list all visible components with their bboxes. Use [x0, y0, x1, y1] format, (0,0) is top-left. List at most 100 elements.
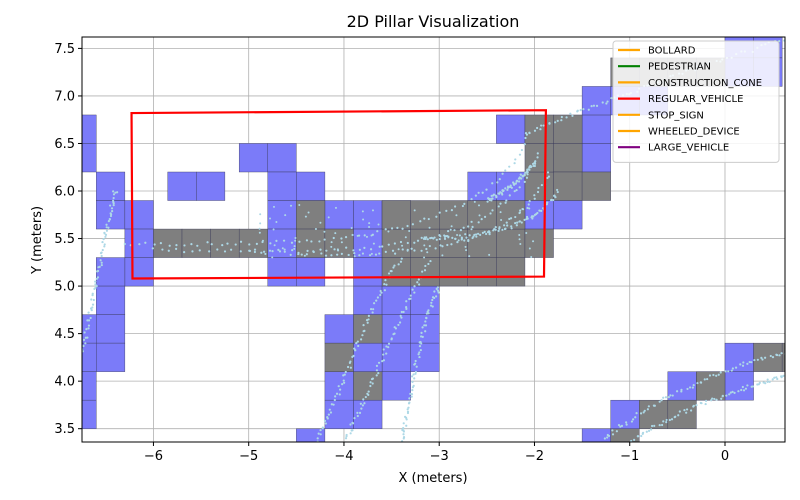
point-cloud-point: [504, 169, 507, 172]
point-cloud-point: [316, 437, 319, 440]
pillar-gray: [353, 371, 383, 401]
point-cloud-point: [281, 247, 284, 250]
point-cloud-point: [451, 236, 454, 239]
point-cloud-point: [387, 342, 391, 345]
point-cloud-point: [361, 252, 365, 255]
point-cloud-point: [595, 104, 599, 107]
point-cloud-point: [264, 252, 267, 256]
pillar-blue: [82, 114, 97, 144]
point-cloud-point: [514, 158, 517, 161]
point-cloud-point: [506, 188, 509, 191]
point-cloud-point: [517, 177, 521, 180]
point-cloud-point: [307, 211, 310, 214]
point-cloud-point: [468, 255, 471, 258]
point-cloud-point: [253, 248, 257, 251]
point-cloud-point: [477, 191, 480, 194]
point-cloud-point: [500, 192, 503, 195]
point-cloud-point: [319, 429, 322, 432]
point-cloud-point: [294, 239, 297, 242]
point-cloud-point: [740, 388, 743, 392]
point-cloud-point: [445, 209, 448, 212]
point-cloud-point: [706, 377, 709, 381]
point-cloud-point: [556, 119, 559, 122]
pillar-blue: [353, 342, 383, 372]
pillar-gray: [324, 342, 354, 372]
point-cloud-point: [342, 379, 345, 382]
point-cloud-point: [356, 414, 359, 418]
point-cloud-point: [508, 217, 511, 221]
pillar-blue: [296, 171, 326, 201]
pillar-gray: [153, 228, 183, 258]
point-cloud-point: [508, 194, 511, 197]
point-cloud-point: [415, 365, 418, 368]
pillar-gray: [553, 114, 583, 144]
point-cloud-point: [680, 388, 683, 391]
legend-label: PEDESTRIAN: [648, 62, 711, 73]
point-cloud-point: [509, 185, 512, 188]
point-cloud-point: [390, 337, 393, 340]
point-cloud-point: [532, 164, 535, 168]
point-cloud-point: [744, 387, 748, 390]
point-cloud-point: [90, 309, 93, 312]
point-cloud-point: [576, 109, 579, 112]
point-cloud-point: [364, 395, 367, 399]
point-cloud-point: [525, 215, 529, 219]
point-cloud-point: [690, 409, 693, 412]
pillar-blue: [82, 371, 97, 401]
point-cloud-point: [727, 370, 730, 373]
point-cloud-point: [261, 239, 264, 242]
point-cloud-point: [606, 433, 609, 437]
point-cloud-point: [778, 354, 781, 357]
pillar-gray: [753, 342, 783, 372]
point-cloud-point: [533, 197, 536, 200]
pillar-gray: [781, 342, 785, 372]
point-cloud-point: [304, 215, 307, 218]
point-cloud-point: [748, 360, 751, 364]
point-cloud-point: [102, 238, 105, 241]
point-cloud-point: [371, 209, 374, 212]
point-cloud-point: [536, 156, 539, 159]
point-cloud-point: [768, 380, 771, 383]
point-cloud-point: [611, 429, 614, 432]
point-cloud-point: [665, 421, 668, 424]
point-cloud-point: [470, 197, 473, 201]
point-cloud-point: [526, 173, 529, 176]
point-cloud-point: [405, 305, 408, 309]
point-cloud-point: [437, 291, 440, 294]
x-axis-label: X (meters): [398, 471, 467, 486]
point-cloud-point: [553, 194, 556, 197]
point-cloud-point: [483, 230, 486, 233]
point-cloud-point: [739, 363, 742, 366]
point-cloud-point: [766, 378, 769, 381]
point-cloud-point: [421, 270, 424, 273]
point-cloud-point: [463, 202, 466, 205]
point-cloud-point: [427, 309, 430, 312]
pillar-gray: [381, 200, 411, 230]
point-cloud-point: [297, 252, 300, 256]
legend-label: BOLLARD: [648, 46, 696, 57]
point-cloud-point: [492, 229, 495, 232]
pillar-blue: [96, 342, 126, 372]
point-cloud-point: [96, 276, 100, 279]
point-cloud-point: [519, 243, 522, 246]
point-cloud-point: [377, 361, 381, 364]
point-cloud-point: [293, 245, 296, 248]
point-cloud-point: [764, 382, 767, 385]
pillar-blue: [353, 200, 383, 230]
point-cloud-point: [333, 398, 336, 402]
pillar-gray: [439, 200, 468, 230]
point-cloud-point: [485, 188, 488, 191]
point-cloud-point: [642, 411, 645, 414]
point-cloud-point: [615, 430, 618, 433]
point-cloud-point: [540, 183, 544, 187]
point-cloud-point: [457, 239, 460, 242]
point-cloud-point: [643, 409, 646, 412]
point-cloud-point: [417, 278, 420, 281]
point-cloud-point: [730, 369, 733, 372]
point-cloud-point: [409, 297, 412, 300]
point-cloud-point: [284, 214, 287, 217]
point-cloud-point: [409, 294, 412, 297]
point-cloud-point: [334, 232, 337, 235]
point-cloud-point: [278, 250, 282, 253]
point-cloud-point: [547, 175, 551, 178]
